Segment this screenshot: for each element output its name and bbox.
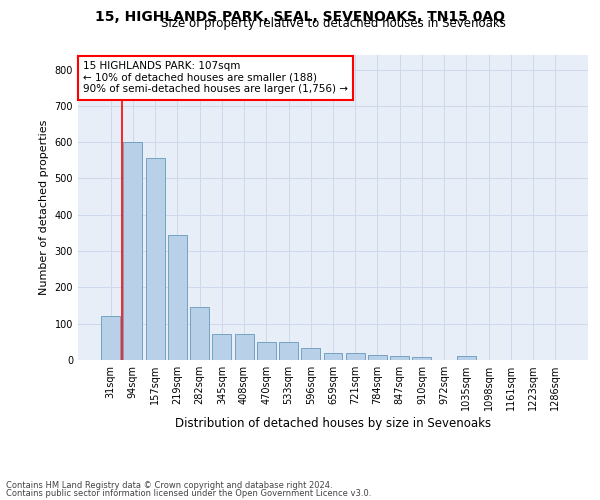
Text: 15 HIGHLANDS PARK: 107sqm
← 10% of detached houses are smaller (188)
90% of semi: 15 HIGHLANDS PARK: 107sqm ← 10% of detac… (83, 61, 348, 94)
Bar (279, 342, 298, 360)
Bar (101, 316, 120, 360)
Bar (368, 354, 387, 360)
Text: 15, HIGHLANDS PARK, SEAL, SEVENOAKS, TN15 0AQ: 15, HIGHLANDS PARK, SEAL, SEVENOAKS, TN1… (95, 10, 505, 24)
Bar (301, 348, 320, 360)
Bar (146, 158, 164, 360)
Text: Contains HM Land Registry data © Crown copyright and database right 2024.: Contains HM Land Registry data © Crown c… (6, 480, 332, 490)
Bar (457, 356, 476, 360)
Bar (190, 308, 209, 360)
Bar (124, 142, 142, 360)
Text: Contains public sector information licensed under the Open Government Licence v3: Contains public sector information licen… (6, 489, 371, 498)
Bar (212, 334, 231, 360)
Bar (412, 357, 431, 360)
Bar (346, 352, 365, 360)
Bar (168, 234, 187, 360)
Y-axis label: Number of detached properties: Number of detached properties (39, 120, 49, 295)
Bar (390, 356, 409, 360)
X-axis label: Distribution of detached houses by size in Sevenoaks: Distribution of detached houses by size … (175, 418, 491, 430)
Bar (323, 352, 343, 360)
Title: Size of property relative to detached houses in Sevenoaks: Size of property relative to detached ho… (161, 17, 505, 30)
Bar (235, 334, 254, 360)
Bar (257, 342, 276, 360)
